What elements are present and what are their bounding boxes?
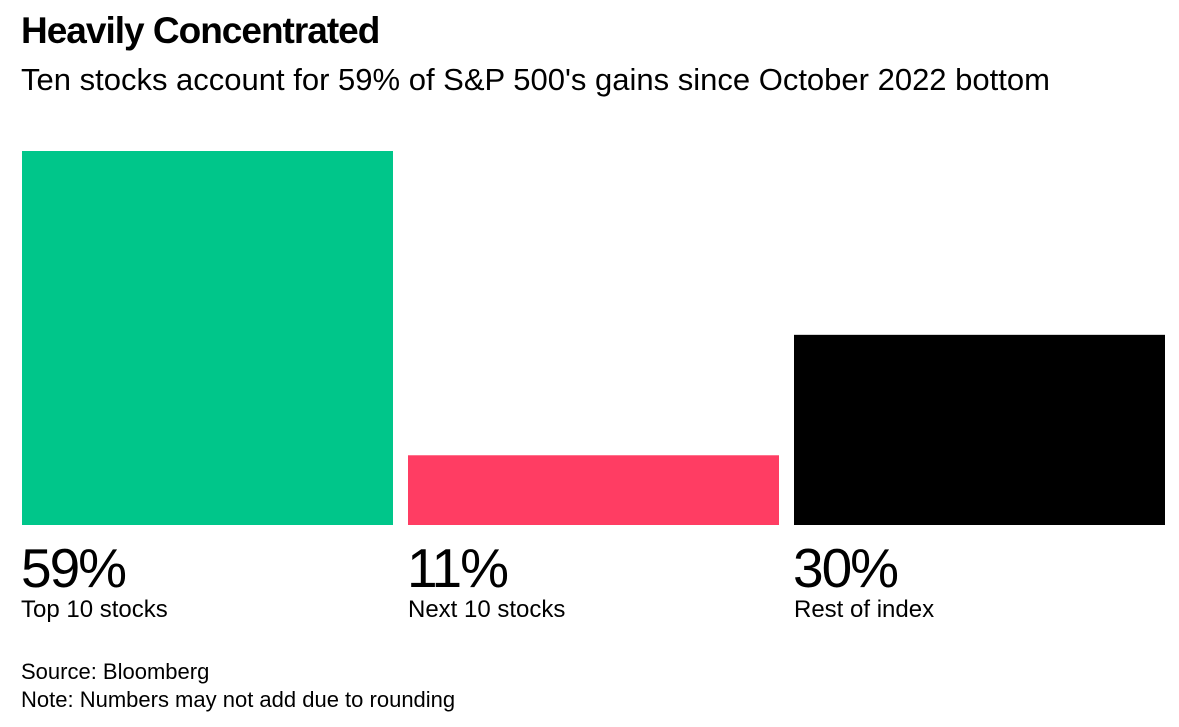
chart-title: Heavily Concentrated (21, 10, 380, 51)
rounding-note: Note: Numbers may not add due to roundin… (21, 687, 456, 712)
chart-subtitle: Ten stocks account for 59% of S&P 500's … (21, 62, 1050, 97)
source-note: Source: Bloomberg (21, 659, 210, 684)
value-label-next-10-stocks: 11% (407, 537, 509, 599)
bar-top-10-stocks (22, 151, 393, 525)
category-label-rest-of-index: Rest of index (794, 596, 935, 623)
value-label-top-10-stocks: 59% (21, 537, 127, 599)
value-label-rest-of-index: 30% (793, 537, 899, 599)
category-label-top-10-stocks: Top 10 stocks (21, 596, 168, 623)
bar-rest-of-index (794, 334, 1165, 525)
bar-next-10-stocks (408, 455, 779, 525)
category-label-next-10-stocks: Next 10 stocks (408, 596, 566, 623)
bar-chart (22, 151, 1165, 525)
